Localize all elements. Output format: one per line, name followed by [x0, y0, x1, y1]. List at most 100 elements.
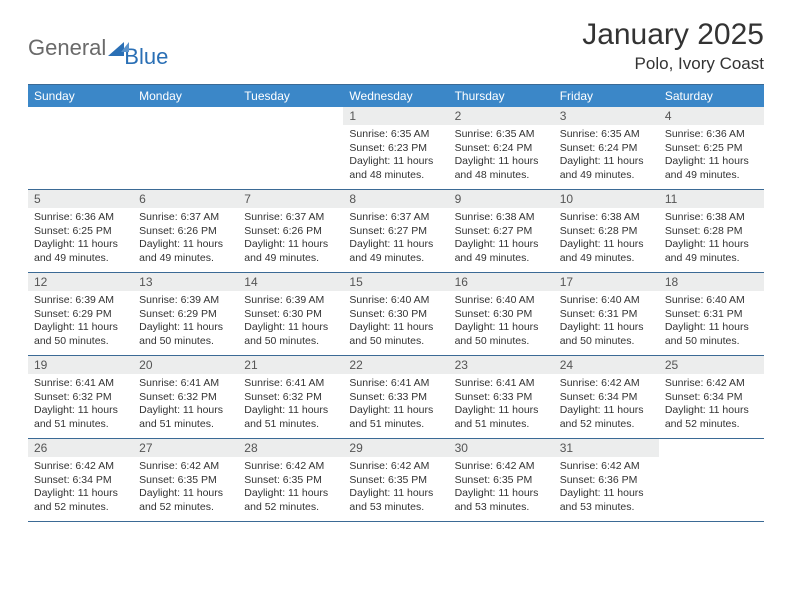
day-number: 6 [133, 190, 238, 208]
sunset-text: Sunset: 6:32 PM [244, 391, 337, 405]
sunset-text: Sunset: 6:34 PM [34, 474, 127, 488]
sunrise-text: Sunrise: 6:42 AM [244, 460, 337, 474]
sunrise-text: Sunrise: 6:39 AM [139, 294, 232, 308]
day-cell: 21Sunrise: 6:41 AMSunset: 6:32 PMDayligh… [238, 356, 343, 438]
day-cell: 25Sunrise: 6:42 AMSunset: 6:34 PMDayligh… [659, 356, 764, 438]
day-cell: 26Sunrise: 6:42 AMSunset: 6:34 PMDayligh… [28, 439, 133, 521]
day-cell: 19Sunrise: 6:41 AMSunset: 6:32 PMDayligh… [28, 356, 133, 438]
day-cell: 1Sunrise: 6:35 AMSunset: 6:23 PMDaylight… [343, 107, 448, 189]
day-number: 24 [554, 356, 659, 374]
day-cell: 12Sunrise: 6:39 AMSunset: 6:29 PMDayligh… [28, 273, 133, 355]
day-details: Sunrise: 6:40 AMSunset: 6:31 PMDaylight:… [659, 291, 764, 355]
day-cell: 4Sunrise: 6:36 AMSunset: 6:25 PMDaylight… [659, 107, 764, 189]
day-number: 21 [238, 356, 343, 374]
daylight-text: Daylight: 11 hours and 51 minutes. [34, 404, 127, 431]
daylight-text: Daylight: 11 hours and 51 minutes. [455, 404, 548, 431]
day-cell: 6Sunrise: 6:37 AMSunset: 6:26 PMDaylight… [133, 190, 238, 272]
daylight-text: Daylight: 11 hours and 49 minutes. [665, 238, 758, 265]
sunset-text: Sunset: 6:23 PM [349, 142, 442, 156]
sunset-text: Sunset: 6:24 PM [455, 142, 548, 156]
day-cell: 10Sunrise: 6:38 AMSunset: 6:28 PMDayligh… [554, 190, 659, 272]
sunrise-text: Sunrise: 6:42 AM [139, 460, 232, 474]
sunrise-text: Sunrise: 6:42 AM [34, 460, 127, 474]
sunrise-text: Sunrise: 6:40 AM [349, 294, 442, 308]
header: General Blue January 2025 Polo, Ivory Co… [28, 18, 764, 74]
day-details: Sunrise: 6:39 AMSunset: 6:30 PMDaylight:… [238, 291, 343, 355]
day-details: Sunrise: 6:35 AMSunset: 6:24 PMDaylight:… [554, 125, 659, 189]
day-header-row: Sunday Monday Tuesday Wednesday Thursday… [28, 84, 764, 107]
sunrise-text: Sunrise: 6:35 AM [560, 128, 653, 142]
daylight-text: Daylight: 11 hours and 48 minutes. [349, 155, 442, 182]
daylight-text: Daylight: 11 hours and 50 minutes. [34, 321, 127, 348]
daylight-text: Daylight: 11 hours and 49 minutes. [139, 238, 232, 265]
sunrise-text: Sunrise: 6:35 AM [455, 128, 548, 142]
daylight-text: Daylight: 11 hours and 53 minutes. [560, 487, 653, 514]
brand-triangle-icon [108, 42, 124, 56]
day-cell: 7Sunrise: 6:37 AMSunset: 6:26 PMDaylight… [238, 190, 343, 272]
day-details: Sunrise: 6:37 AMSunset: 6:26 PMDaylight:… [238, 208, 343, 272]
sunrise-text: Sunrise: 6:40 AM [560, 294, 653, 308]
sunrise-text: Sunrise: 6:37 AM [244, 211, 337, 225]
day-number: 2 [449, 107, 554, 125]
sunset-text: Sunset: 6:31 PM [665, 308, 758, 322]
week-row: 12Sunrise: 6:39 AMSunset: 6:29 PMDayligh… [28, 273, 764, 356]
day-number: 20 [133, 356, 238, 374]
day-number: 18 [659, 273, 764, 291]
day-cell: 20Sunrise: 6:41 AMSunset: 6:32 PMDayligh… [133, 356, 238, 438]
day-number: 7 [238, 190, 343, 208]
day-number: 26 [28, 439, 133, 457]
day-details: Sunrise: 6:38 AMSunset: 6:27 PMDaylight:… [449, 208, 554, 272]
day-cell: 2Sunrise: 6:35 AMSunset: 6:24 PMDaylight… [449, 107, 554, 189]
day-cell: . [28, 107, 133, 189]
week-row: ...1Sunrise: 6:35 AMSunset: 6:23 PMDayli… [28, 107, 764, 190]
day-number: 3 [554, 107, 659, 125]
day-details: Sunrise: 6:40 AMSunset: 6:31 PMDaylight:… [554, 291, 659, 355]
day-number: 13 [133, 273, 238, 291]
sunrise-text: Sunrise: 6:38 AM [560, 211, 653, 225]
calendar: Sunday Monday Tuesday Wednesday Thursday… [28, 84, 764, 522]
sunrise-text: Sunrise: 6:41 AM [244, 377, 337, 391]
sunset-text: Sunset: 6:30 PM [244, 308, 337, 322]
brand-logo: General Blue [28, 26, 168, 70]
day-header: Wednesday [343, 85, 448, 107]
sunrise-text: Sunrise: 6:41 AM [455, 377, 548, 391]
daylight-text: Daylight: 11 hours and 49 minutes. [349, 238, 442, 265]
day-header: Saturday [659, 85, 764, 107]
daylight-text: Daylight: 11 hours and 49 minutes. [560, 238, 653, 265]
day-details: Sunrise: 6:41 AMSunset: 6:32 PMDaylight:… [238, 374, 343, 438]
day-number: 23 [449, 356, 554, 374]
day-details: Sunrise: 6:41 AMSunset: 6:33 PMDaylight:… [449, 374, 554, 438]
day-number: 8 [343, 190, 448, 208]
day-number: 29 [343, 439, 448, 457]
sunset-text: Sunset: 6:34 PM [560, 391, 653, 405]
day-details: Sunrise: 6:39 AMSunset: 6:29 PMDaylight:… [133, 291, 238, 355]
day-cell: 5Sunrise: 6:36 AMSunset: 6:25 PMDaylight… [28, 190, 133, 272]
day-header: Monday [133, 85, 238, 107]
day-header: Tuesday [238, 85, 343, 107]
day-cell: . [133, 107, 238, 189]
day-number: 17 [554, 273, 659, 291]
day-details: Sunrise: 6:35 AMSunset: 6:24 PMDaylight:… [449, 125, 554, 189]
sunset-text: Sunset: 6:29 PM [139, 308, 232, 322]
sunrise-text: Sunrise: 6:42 AM [455, 460, 548, 474]
daylight-text: Daylight: 11 hours and 50 minutes. [244, 321, 337, 348]
daylight-text: Daylight: 11 hours and 53 minutes. [455, 487, 548, 514]
sunset-text: Sunset: 6:26 PM [244, 225, 337, 239]
sunset-text: Sunset: 6:25 PM [665, 142, 758, 156]
sunset-text: Sunset: 6:33 PM [455, 391, 548, 405]
daylight-text: Daylight: 11 hours and 53 minutes. [349, 487, 442, 514]
sunrise-text: Sunrise: 6:36 AM [34, 211, 127, 225]
day-number: 31 [554, 439, 659, 457]
day-cell: 28Sunrise: 6:42 AMSunset: 6:35 PMDayligh… [238, 439, 343, 521]
day-cell: 13Sunrise: 6:39 AMSunset: 6:29 PMDayligh… [133, 273, 238, 355]
day-details: Sunrise: 6:41 AMSunset: 6:32 PMDaylight:… [133, 374, 238, 438]
day-number: 22 [343, 356, 448, 374]
day-number: 25 [659, 356, 764, 374]
sunrise-text: Sunrise: 6:39 AM [244, 294, 337, 308]
day-details: Sunrise: 6:42 AMSunset: 6:35 PMDaylight:… [343, 457, 448, 521]
sunset-text: Sunset: 6:29 PM [34, 308, 127, 322]
sunrise-text: Sunrise: 6:37 AM [139, 211, 232, 225]
day-number: 15 [343, 273, 448, 291]
day-details: Sunrise: 6:38 AMSunset: 6:28 PMDaylight:… [659, 208, 764, 272]
title-block: January 2025 Polo, Ivory Coast [582, 18, 764, 74]
